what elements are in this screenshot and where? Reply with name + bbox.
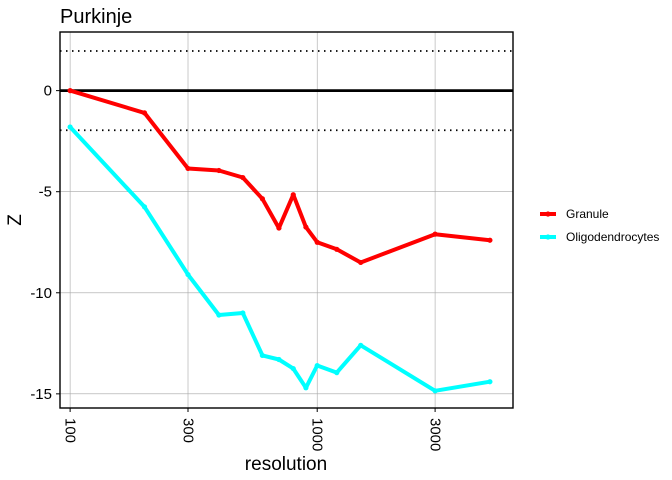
y-tick-label: -5 [39, 184, 52, 201]
reference-lines [60, 50, 513, 132]
x-tick-label: 100 [62, 418, 79, 443]
data-point-oligodendrocytes [334, 370, 340, 376]
y-tick-label: 0 [44, 83, 52, 100]
data-point-granule [67, 88, 73, 94]
data-point-granule [216, 167, 222, 174]
x-tick-label: 300 [180, 418, 197, 443]
data-point-granule [487, 237, 493, 243]
legend-label-granule: Granule [566, 207, 609, 221]
data-point-granule [314, 239, 320, 245]
data-point-oligodendrocytes [141, 204, 148, 210]
data-point-granule [432, 231, 438, 237]
data-point-oligodendrocytes [240, 310, 246, 316]
data-point-granule [276, 225, 282, 231]
legend-key-point-oligodendrocytes [545, 234, 551, 240]
data-point-oligodendrocytes [216, 312, 222, 318]
series-line-oligodendrocytes [68, 125, 492, 393]
data-point-granule [185, 165, 191, 172]
gridlines [60, 32, 513, 408]
data-point-oligodendrocytes [432, 388, 438, 394]
legend-label-oligodendrocytes: Oligodendrocytes [566, 230, 659, 244]
data-point-oligodendrocytes [303, 385, 309, 391]
plot-border [59, 31, 514, 409]
data-point-granule [334, 246, 340, 252]
data-point-granule [240, 174, 246, 181]
x-tick-label: 1000 [309, 418, 326, 451]
legend: Granule Oligodendrocytes [540, 207, 659, 244]
data-point-oligodendrocytes [314, 362, 320, 369]
data-point-oligodendrocytes [259, 352, 265, 359]
legend-key-point-granule [545, 211, 551, 217]
axes: 0 -5 -10 -15 100 300 1000 3000 [30, 83, 443, 452]
y-axis-title: Z [5, 214, 26, 226]
data-point-granule [358, 259, 364, 266]
x-tick-label: 3000 [427, 418, 444, 451]
y-tick-label: -15 [30, 386, 52, 403]
chart-title: Purkinje [60, 6, 132, 28]
data-point-granule [259, 196, 265, 202]
y-tick-label: -10 [30, 285, 52, 302]
data-point-oligodendrocytes [290, 365, 296, 372]
data-point-oligodendrocytes [487, 379, 493, 385]
series-layer [67, 88, 493, 394]
data-point-oligodendrocytes [276, 356, 282, 363]
series-line-granule [68, 88, 492, 265]
plot-panel [60, 32, 513, 408]
data-point-oligodendrocytes [185, 271, 191, 278]
x-axis-title: resolution [245, 454, 327, 475]
data-point-oligodendrocytes [358, 342, 364, 348]
data-point-granule [141, 110, 148, 116]
data-point-oligodendrocytes [67, 124, 73, 130]
data-point-granule [303, 224, 309, 230]
data-point-granule [290, 192, 296, 198]
